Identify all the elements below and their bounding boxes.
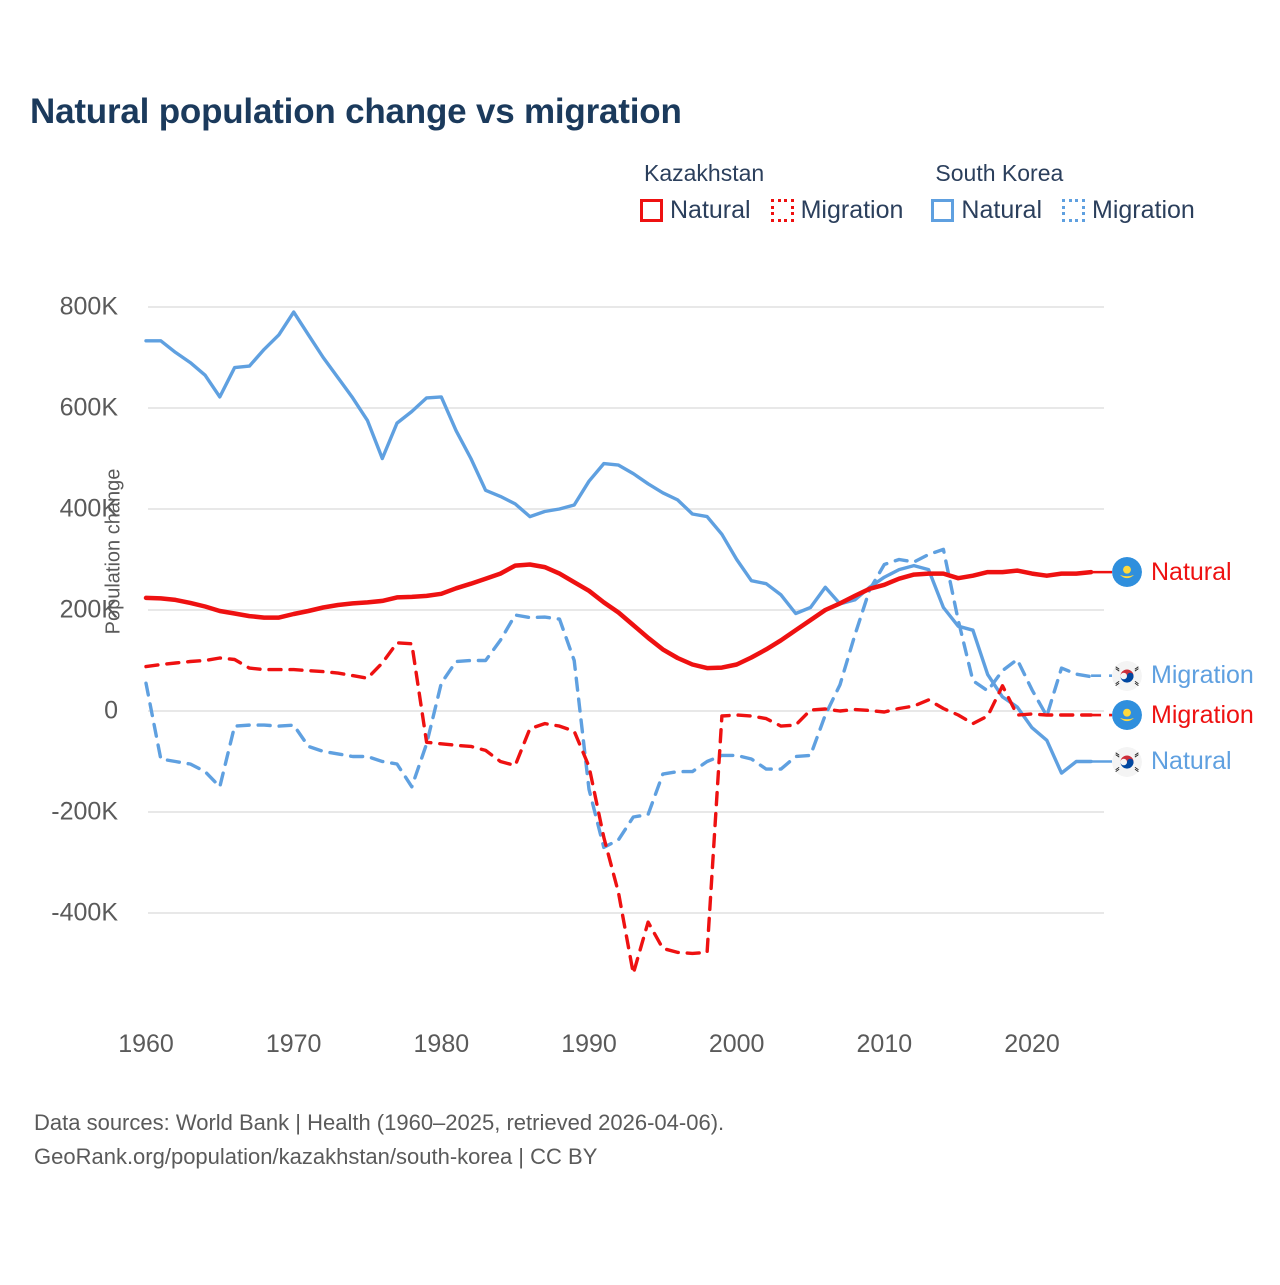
footer-data-sources: Data sources: World Bank | Health (1960–… — [34, 1110, 725, 1135]
y-axis-tick-label: 400K — [59, 494, 118, 523]
legend-swatch-icon — [1062, 199, 1086, 222]
legend-country-label: Kazakhstan — [644, 160, 765, 186]
page-title: Natural population change vs migration — [30, 92, 682, 131]
y-axis-tick-label: -400K — [51, 898, 118, 927]
legend-swatch-icon — [770, 199, 794, 222]
end-label-text: Natural — [1151, 557, 1232, 586]
y-axis-tick-label: -200K — [51, 797, 118, 826]
end-label-text: Natural — [1151, 747, 1232, 775]
legend-country-label: South Korea — [935, 160, 1064, 186]
end-label-natural-kazakhstan[interactable]: Natural — [1112, 557, 1232, 588]
footer: Data sources: World Bank | Health (1960–… — [34, 1106, 724, 1174]
end-label-text: Migration — [1151, 700, 1254, 729]
x-axis-tick-label: 2010 — [856, 1030, 913, 1058]
kazakhstan-flag-icon — [1112, 557, 1142, 588]
y-axis-tick-label: 0 — [104, 696, 118, 725]
chart-legend: Kazakhstan Natural Migration South Korea Nat… — [640, 160, 1195, 225]
south-korea-flag-icon — [1112, 746, 1142, 777]
series-line-kazakhstan-migration — [144, 641, 1093, 976]
x-axis-tick-label: 1990 — [561, 1030, 617, 1058]
end-label-text: Migration — [1151, 661, 1254, 690]
series-line-south-korea-natural — [144, 310, 1093, 775]
series-line-kazakhstan-natural — [143, 562, 1094, 671]
legend-item-label: Migration — [800, 196, 904, 224]
kazakhstan-flag-icon — [1112, 700, 1142, 731]
legend-group-south-korea: South Korea Natural Migration — [931, 160, 1195, 225]
end-label-migration-south-korea[interactable]: Migration — [1112, 660, 1254, 691]
series-line-south-korea-migration — [144, 547, 1093, 850]
x-axis-tick-label: 2020 — [1004, 1030, 1060, 1058]
legend-item-kazakhstan-natural[interactable]: Natural — [640, 196, 751, 225]
gridlines — [148, 306, 1104, 914]
end-label-migration-kazakhstan[interactable]: Migration — [1112, 700, 1254, 731]
legend-swatch-icon — [931, 199, 955, 222]
legend-item-kazakhstan-migration[interactable]: Migration — [770, 196, 904, 225]
legend-item-label: Natural — [670, 196, 751, 224]
legend-items: Natural Migration — [931, 196, 1195, 225]
x-axis-tick-label: 1960 — [118, 1030, 174, 1058]
y-axis-tick-label: 600K — [59, 393, 118, 422]
legend-item-south-korea-migration[interactable]: Migration — [1062, 196, 1195, 225]
end-label-natural-south-korea[interactable]: Natural — [1112, 746, 1232, 777]
legend-item-label: Natural — [961, 196, 1043, 224]
legend-item-label: Migration — [1092, 196, 1195, 224]
y-axis-tick-label: 200K — [59, 595, 118, 624]
x-axis-tick-label: 1980 — [413, 1030, 470, 1058]
y-axis-tick-label: 800K — [59, 292, 118, 321]
legend-swatch-icon — [640, 199, 663, 222]
y-axis-label: Population change — [102, 468, 125, 635]
legend-group-kazakhstan: Kazakhstan Natural Migration — [640, 160, 903, 225]
x-axis-tick-label: 1970 — [265, 1030, 322, 1058]
footer-attribution: GeoRank.org/population/kazakhstan/south-… — [34, 1144, 598, 1170]
legend-item-south-korea-natural[interactable]: Natural — [931, 196, 1042, 225]
x-axis-tick-label: 2000 — [708, 1030, 765, 1058]
south-korea-flag-icon — [1112, 660, 1142, 691]
legend-items: Natural Migration — [640, 196, 903, 225]
